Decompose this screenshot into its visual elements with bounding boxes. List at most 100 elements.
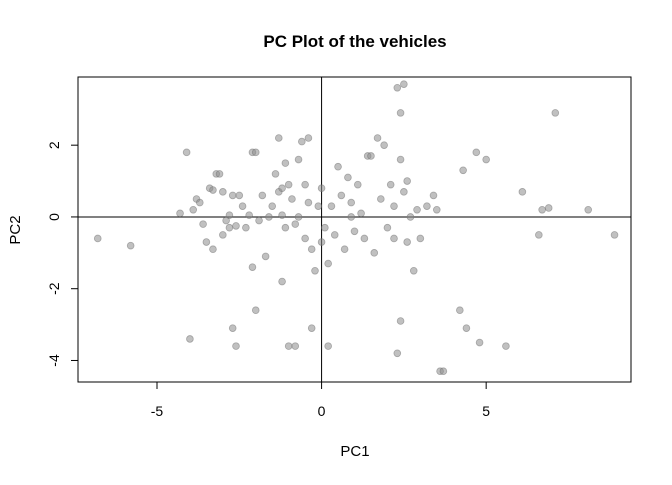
data-points xyxy=(93,80,619,376)
x-tick-label: 0 xyxy=(318,403,326,419)
data-point xyxy=(248,263,257,271)
data-point xyxy=(225,223,234,232)
data-point xyxy=(202,238,211,246)
data-point xyxy=(265,213,273,221)
data-point xyxy=(232,222,240,230)
data-point xyxy=(321,223,329,232)
data-point xyxy=(301,180,309,189)
data-point xyxy=(93,234,102,243)
data-point xyxy=(393,349,402,358)
data-point xyxy=(472,148,481,157)
data-point xyxy=(278,184,286,193)
data-point xyxy=(502,342,510,350)
data-point xyxy=(324,342,332,350)
data-point xyxy=(396,109,405,117)
data-point xyxy=(380,141,388,149)
data-point xyxy=(281,223,290,232)
x-axis: -5 0 5 xyxy=(151,382,490,419)
data-point xyxy=(245,211,253,219)
data-point xyxy=(383,223,392,232)
data-point xyxy=(544,204,553,212)
data-point xyxy=(186,335,194,343)
data-point xyxy=(284,180,293,189)
y-axis: -4 -2 0 2 xyxy=(46,141,78,367)
data-point xyxy=(228,324,237,332)
data-point xyxy=(413,205,421,214)
data-point xyxy=(274,134,283,142)
y-tick-label: 0 xyxy=(46,213,62,221)
data-point xyxy=(610,231,619,239)
data-point xyxy=(222,216,230,225)
data-point xyxy=(400,80,408,88)
data-point xyxy=(176,209,184,218)
data-point xyxy=(209,245,217,254)
data-point xyxy=(215,170,224,178)
data-point xyxy=(403,238,411,246)
data-point xyxy=(535,231,543,239)
chart-title: PC Plot of the vehicles xyxy=(263,32,446,51)
data-point xyxy=(551,109,560,117)
data-point xyxy=(403,177,411,185)
data-point xyxy=(255,216,263,225)
x-tick-label: -5 xyxy=(151,403,164,419)
data-point xyxy=(459,166,467,175)
data-point xyxy=(429,191,438,200)
data-point xyxy=(324,259,332,268)
data-point xyxy=(396,155,405,164)
data-point xyxy=(344,173,352,182)
data-point xyxy=(518,188,527,196)
data-point xyxy=(304,134,313,142)
data-point xyxy=(423,202,431,210)
data-point xyxy=(311,266,319,275)
data-point xyxy=(242,223,250,232)
data-point xyxy=(370,249,379,257)
data-point xyxy=(271,170,280,178)
data-point xyxy=(307,245,316,254)
data-point xyxy=(304,198,313,207)
data-point xyxy=(330,231,339,239)
x-axis-label: PC1 xyxy=(340,443,369,460)
data-point xyxy=(278,277,286,286)
data-point xyxy=(347,198,356,207)
data-point xyxy=(393,83,402,92)
data-point xyxy=(317,184,326,193)
data-point xyxy=(462,324,471,332)
data-point xyxy=(400,188,408,196)
data-point xyxy=(347,213,356,221)
data-point xyxy=(291,342,300,350)
data-point xyxy=(538,205,546,214)
data-point xyxy=(238,202,247,210)
data-point xyxy=(182,148,191,157)
data-point xyxy=(261,252,270,261)
data-point xyxy=(353,180,362,189)
plot-frame xyxy=(77,76,632,383)
data-point xyxy=(284,342,293,350)
data-point xyxy=(386,180,395,189)
data-point xyxy=(301,234,309,243)
data-point xyxy=(360,234,369,243)
data-point xyxy=(219,188,227,196)
data-point xyxy=(456,306,464,315)
data-point xyxy=(199,220,207,228)
y-axis-label: PC2 xyxy=(7,215,24,244)
data-point xyxy=(298,137,306,146)
data-point xyxy=(390,234,398,243)
data-point xyxy=(327,202,336,210)
data-point xyxy=(475,338,484,347)
data-point xyxy=(439,367,448,376)
data-point xyxy=(334,162,342,171)
data-point xyxy=(314,202,323,210)
data-point xyxy=(189,205,198,214)
data-point xyxy=(232,342,240,350)
data-point xyxy=(294,155,303,164)
data-point xyxy=(294,213,303,221)
data-point xyxy=(482,155,490,164)
data-point xyxy=(432,205,441,214)
data-point xyxy=(416,234,425,243)
data-point xyxy=(251,148,260,157)
data-point xyxy=(390,202,398,210)
data-point xyxy=(357,209,365,218)
data-point xyxy=(209,186,217,194)
data-point xyxy=(317,238,326,246)
